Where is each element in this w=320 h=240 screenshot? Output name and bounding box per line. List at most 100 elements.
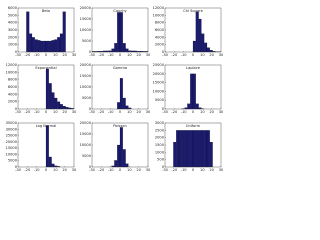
x-tick-label: -30 (162, 110, 169, 114)
x-tick-label: 20 (62, 53, 67, 57)
x-tick-label: -20 (98, 168, 105, 172)
y-tick-label: 20000 (80, 6, 92, 10)
y-tick-label: 1000 (8, 43, 18, 47)
y-tick-label: 0 (15, 50, 18, 54)
y-tick-label: 3000 (8, 28, 18, 32)
x-tick-label: 20 (62, 168, 67, 172)
y-tick-label: 1500 (155, 143, 165, 147)
x-tick-label: 30 (146, 53, 151, 57)
bar (43, 40, 47, 53)
x-tick-label: 10 (53, 110, 58, 114)
bar (206, 47, 210, 53)
x-tick-label: 0 (119, 53, 122, 57)
x-tick-label: -30 (15, 168, 22, 172)
y-tick-label: 10000 (153, 13, 165, 17)
subplot-title: Chi Square (183, 9, 203, 13)
y-tick-label: 4000 (8, 21, 18, 25)
subplot-title: Exponential (35, 66, 56, 70)
y-tick-label: 12000 (153, 6, 165, 10)
x-tick-label: 10 (53, 53, 58, 57)
x-tick-label: 0 (45, 168, 48, 172)
x-tick-label: -20 (171, 53, 178, 57)
x-tick-label: 10 (53, 168, 58, 172)
y-tick-label: 8000 (8, 78, 18, 82)
bar (31, 37, 35, 53)
bar (119, 12, 123, 53)
bar (119, 78, 123, 110)
bar (206, 130, 210, 168)
bar (201, 130, 205, 168)
x-tick-label: 20 (209, 110, 214, 114)
bar (198, 107, 202, 110)
y-tick-label: 4000 (8, 92, 18, 96)
x-tick-label: 30 (72, 168, 77, 172)
bar (198, 18, 202, 53)
x-tick-label: -20 (171, 110, 178, 114)
bar (192, 73, 196, 110)
bar (45, 40, 49, 53)
bar (117, 144, 121, 168)
y-tick-label: 0 (15, 107, 18, 111)
bar (54, 39, 58, 53)
x-tick-label: 0 (119, 110, 122, 114)
bar (119, 127, 123, 168)
y-tick-label: 15000 (153, 81, 165, 85)
bar (34, 39, 38, 53)
x-tick-label: 0 (192, 110, 195, 114)
x-tick-label: -10 (34, 53, 41, 57)
y-tick-label: 20000 (80, 121, 92, 125)
x-tick-label: 20 (209, 168, 214, 172)
x-tick-label: -10 (108, 110, 115, 114)
subplot-title: Log Normal (36, 124, 57, 128)
y-tick-label: 0 (89, 165, 92, 169)
y-tick-label: 2000 (155, 43, 165, 47)
y-tick-label: 30000 (6, 127, 18, 131)
x-tick-label: 10 (127, 110, 132, 114)
y-tick-label: 2000 (8, 100, 18, 104)
x-tick-label: 0 (192, 168, 195, 172)
bar (48, 156, 52, 168)
y-tick-label: 2000 (155, 136, 165, 140)
x-tick-label: -20 (24, 168, 31, 172)
x-tick-label: -30 (15, 53, 22, 57)
x-tick-label: 30 (72, 53, 77, 57)
bar (45, 125, 49, 168)
y-tick-label: 8000 (155, 21, 165, 25)
bar (48, 83, 52, 110)
x-tick-label: 30 (146, 168, 151, 172)
y-tick-label: 0 (162, 107, 165, 111)
bar (125, 48, 129, 53)
y-tick-label: 15000 (80, 132, 92, 136)
y-tick-label: 10000 (80, 28, 92, 32)
x-tick-label: -10 (34, 110, 41, 114)
bar (187, 103, 191, 110)
y-tick-label: 0 (89, 107, 92, 111)
y-tick-label: 6000 (8, 85, 18, 89)
y-tick-label: 6000 (155, 28, 165, 32)
bar (209, 50, 213, 53)
y-tick-label: 25000 (153, 63, 165, 67)
x-tick-label: -20 (98, 53, 105, 57)
bar (204, 130, 208, 168)
bar (62, 105, 66, 110)
bar (54, 97, 58, 110)
bar (125, 105, 129, 110)
subplot-title: Cauchy (113, 9, 127, 13)
y-tick-label: 10000 (6, 70, 18, 74)
bar (48, 40, 52, 53)
y-tick-label: 15000 (80, 74, 92, 78)
subplot-title: Uniform (186, 124, 201, 128)
y-tick-label: 35000 (6, 121, 18, 125)
x-tick-label: 20 (136, 53, 141, 57)
bar (184, 130, 188, 168)
y-tick-label: 5000 (82, 39, 92, 43)
x-tick-label: 20 (136, 168, 141, 172)
y-tick-label: 10000 (80, 85, 92, 89)
bar (26, 11, 30, 53)
y-tick-label: 20000 (6, 140, 18, 144)
y-tick-label: 0 (89, 50, 92, 54)
y-tick-label: 500 (157, 158, 165, 162)
x-tick-label: -10 (181, 53, 188, 57)
bar (111, 48, 115, 53)
y-tick-label: 5000 (8, 159, 18, 163)
